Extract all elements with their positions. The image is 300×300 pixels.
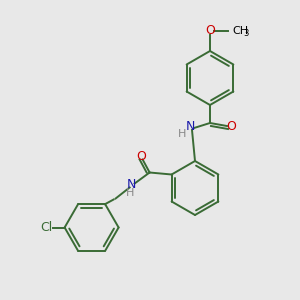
Text: O: O	[205, 25, 215, 38]
Text: 3: 3	[243, 29, 248, 38]
Text: CH: CH	[232, 26, 248, 36]
Text: H: H	[125, 188, 134, 199]
Text: N: N	[127, 178, 136, 191]
Text: H: H	[178, 129, 186, 139]
Text: Cl: Cl	[40, 221, 53, 234]
Text: O: O	[137, 150, 147, 163]
Text: O: O	[226, 121, 236, 134]
Text: N: N	[185, 121, 195, 134]
